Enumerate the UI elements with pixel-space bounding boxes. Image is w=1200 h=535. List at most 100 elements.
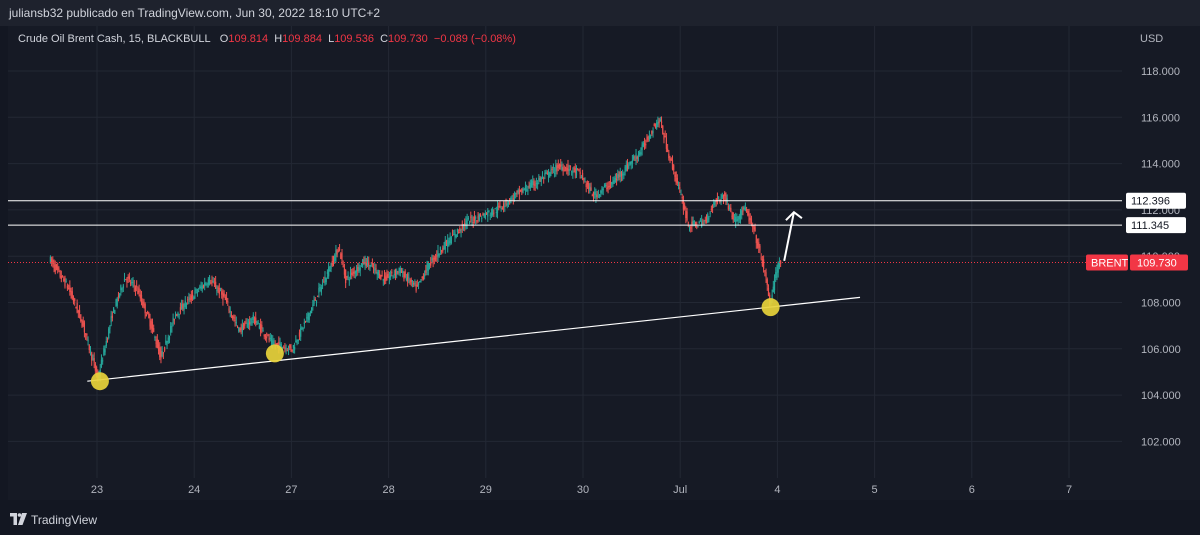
candle-body	[488, 211, 490, 213]
candle-body	[642, 142, 644, 147]
candle-body	[718, 196, 720, 200]
candle-body	[694, 222, 697, 225]
candle-body	[105, 341, 107, 346]
candle-body	[597, 192, 599, 194]
candle-body	[517, 190, 519, 193]
candle-body	[478, 214, 480, 221]
candle-body	[165, 340, 167, 344]
candle-body	[728, 207, 731, 209]
candle-body	[581, 172, 584, 180]
candle-body	[675, 171, 677, 183]
candle-body	[410, 279, 412, 282]
candle-body	[86, 333, 88, 336]
candle-body	[307, 313, 309, 320]
tradingview-brand[interactable]: TradingView	[31, 513, 98, 527]
candle-body	[381, 275, 383, 277]
candle-body	[493, 212, 495, 214]
candle-body	[550, 169, 552, 174]
candle-body	[304, 320, 307, 322]
candle-body	[652, 130, 654, 133]
candle-body	[230, 314, 233, 316]
candle-body	[511, 196, 513, 198]
candle-body	[704, 219, 706, 222]
candle-body	[181, 304, 183, 310]
candle-body	[594, 191, 596, 195]
candle-body	[273, 343, 275, 345]
candle-body	[721, 194, 723, 198]
candle-body	[756, 243, 759, 246]
candle-body	[376, 272, 378, 275]
candle-body	[541, 175, 544, 178]
candle-body	[526, 189, 528, 191]
candle-body	[106, 339, 109, 341]
candle-body	[94, 363, 96, 371]
candle-body	[445, 240, 448, 244]
candle-body	[202, 285, 205, 288]
level-price-box	[1126, 217, 1186, 234]
candle-body	[539, 179, 541, 182]
candle-body	[390, 275, 392, 278]
candle-body	[77, 310, 79, 313]
x-tick-label: 28	[382, 484, 394, 496]
candle-body	[301, 327, 303, 329]
candle-body	[69, 285, 71, 293]
candle-body	[408, 276, 410, 279]
candle-body	[623, 173, 625, 175]
candle-body	[745, 209, 748, 212]
candle-body	[287, 346, 290, 350]
candle-body	[566, 167, 568, 171]
y-tick-label: 102.000	[1141, 436, 1181, 448]
candle-body	[449, 236, 451, 243]
candle-body	[365, 262, 367, 266]
candle-body	[485, 213, 488, 215]
candle-body	[492, 208, 494, 216]
x-tick-label: 23	[91, 484, 103, 496]
candle-body	[142, 301, 144, 307]
candle-body	[242, 323, 245, 330]
candle-body	[377, 271, 380, 276]
candle-body	[625, 165, 627, 172]
candle-body	[648, 135, 650, 139]
candle-body	[465, 220, 467, 228]
candle-body	[636, 156, 638, 159]
candle-body	[321, 282, 324, 287]
candle-body	[264, 336, 267, 338]
candle-body	[111, 315, 113, 318]
candle-body	[658, 120, 660, 124]
candle-body	[150, 320, 152, 329]
candle-body	[466, 219, 468, 225]
candle-body	[330, 263, 332, 269]
candle-body	[121, 288, 123, 290]
chart-pane[interactable]	[8, 26, 1200, 500]
candle-body	[481, 217, 483, 219]
tradingview-logo-icon[interactable]	[10, 513, 28, 525]
candle-body	[386, 274, 388, 280]
candle-body	[300, 327, 302, 337]
candle-body	[297, 340, 299, 342]
candle-body	[617, 174, 619, 179]
candle-body	[369, 265, 371, 269]
candle-body	[76, 303, 78, 313]
candle-body	[178, 313, 180, 315]
publisher-bar: juliansb32 publicado en TradingView.com,…	[0, 0, 1200, 26]
candle-body	[284, 347, 286, 349]
candle-body	[490, 212, 493, 215]
candle-body	[403, 273, 405, 279]
candle-body	[725, 195, 727, 201]
candle-body	[743, 207, 745, 210]
candle-body	[161, 351, 163, 357]
candle-body	[520, 189, 522, 191]
candle-body	[398, 268, 400, 271]
candle-body	[543, 177, 545, 179]
candle-body	[640, 152, 642, 155]
candle-body	[261, 325, 263, 329]
candle-body	[637, 154, 640, 157]
candle-body	[477, 216, 479, 219]
candle-body	[753, 226, 755, 230]
candle-body	[697, 226, 699, 228]
candle-body	[713, 202, 715, 206]
candle-body	[634, 159, 636, 161]
candle-body	[710, 208, 712, 210]
candle-body	[103, 348, 105, 356]
